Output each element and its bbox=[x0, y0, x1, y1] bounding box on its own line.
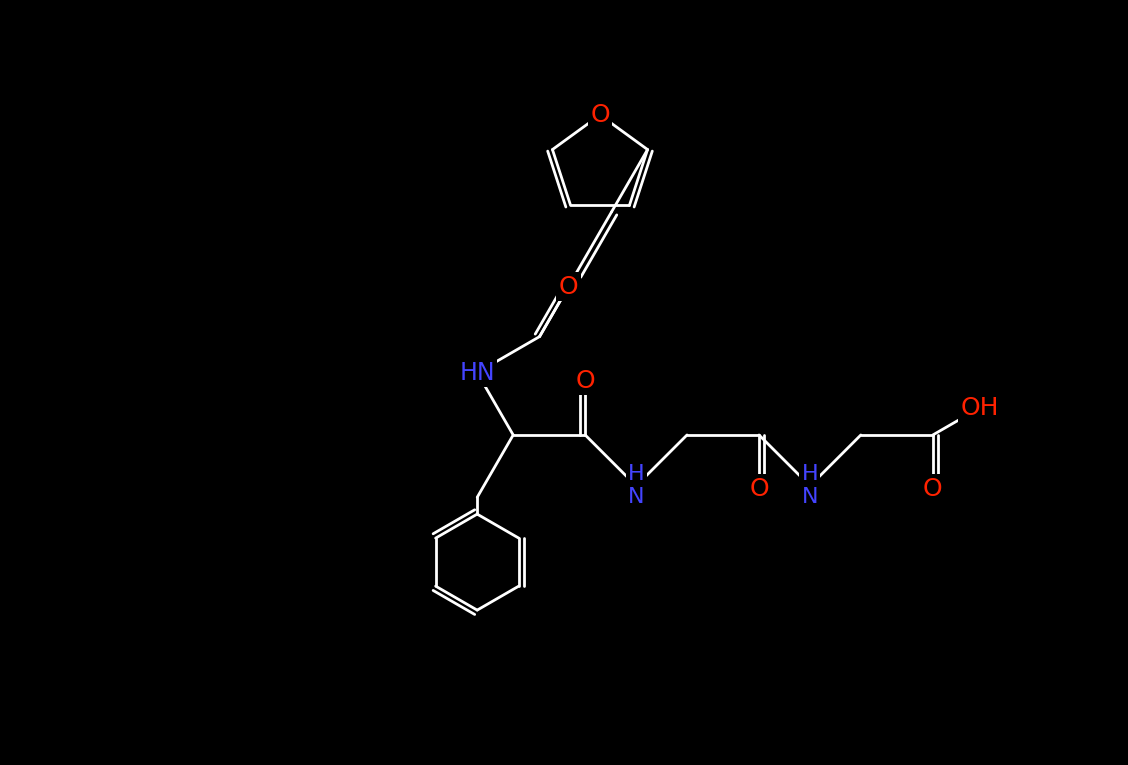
Text: OH: OH bbox=[960, 396, 999, 420]
Text: H
N: H N bbox=[628, 464, 644, 507]
Text: O: O bbox=[575, 369, 594, 393]
Text: HN: HN bbox=[459, 360, 495, 385]
Text: O: O bbox=[558, 275, 579, 298]
Text: H
N: H N bbox=[802, 464, 818, 507]
Text: O: O bbox=[590, 103, 610, 127]
Text: O: O bbox=[923, 477, 943, 501]
Text: O: O bbox=[749, 477, 769, 501]
